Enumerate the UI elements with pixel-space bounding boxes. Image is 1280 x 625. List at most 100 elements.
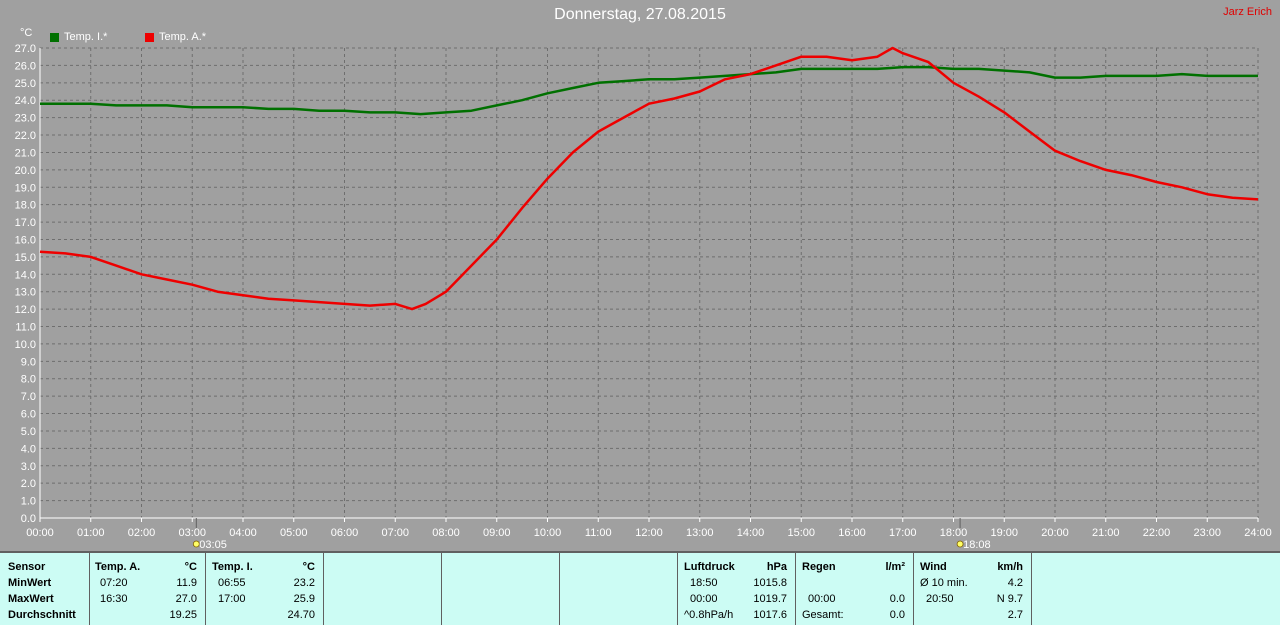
x-tick-label: 14:00	[737, 527, 765, 539]
temp-a-header: Temp. A.	[95, 561, 141, 573]
x-tick-label: 16:00	[838, 527, 866, 539]
temp-i-column: Temp. I. °C 06:55 23.2 17:00 25.9 24.70	[206, 553, 324, 625]
rain-max: 0.0	[889, 593, 905, 605]
pressure-column: Luftdruck hPa 18:50 1015.8 00:00 1019.7 …	[678, 553, 796, 625]
sensor-header: Sensor	[8, 561, 46, 573]
temp-a-avg: 19.25	[169, 609, 197, 621]
y-tick-label: 4.0	[21, 443, 36, 455]
x-tick-label: 13:00	[686, 527, 714, 539]
y-tick-label: 1.0	[21, 496, 36, 508]
sunset-icon	[956, 540, 964, 548]
rain-max-time: 00:00	[808, 593, 836, 605]
pressure-max-time: 00:00	[690, 593, 718, 605]
x-tick-label: 19:00	[990, 527, 1018, 539]
row-label-avg: Durchschnitt	[8, 609, 76, 621]
x-tick-label: 03:00	[178, 527, 206, 539]
y-tick-label: 15.0	[15, 252, 36, 264]
series-line-0	[40, 65, 1258, 116]
pressure-unit: hPa	[766, 561, 787, 573]
rain-total: 0.0	[889, 609, 905, 621]
wind-unit: km/h	[997, 561, 1023, 573]
pressure-trend: ^0.8hPa/h	[684, 609, 734, 621]
temp-i-avg: 24.70	[287, 609, 315, 621]
legend-item-temp-i: Temp. I.*	[50, 31, 107, 43]
y-tick-label: 10.0	[15, 339, 36, 351]
y-tick-label: 13.0	[15, 287, 36, 299]
sunrise-icon	[192, 540, 200, 548]
x-tick-label: 08:00	[432, 527, 460, 539]
temp-a-min-time: 07:20	[100, 577, 128, 589]
x-tick-label: 02:00	[128, 527, 156, 539]
y-tick-label: 26.0	[15, 60, 36, 72]
x-tick-label: 18:00	[940, 527, 968, 539]
legend-label-temp-i: Temp. I.*	[64, 31, 108, 43]
rain-header: Regen	[802, 561, 836, 573]
temp-i-max-time: 17:00	[218, 593, 246, 605]
y-tick-label: 20.0	[15, 165, 36, 177]
y-tick-label: 0.0	[21, 513, 36, 525]
y-tick-label: 25.0	[15, 78, 36, 90]
legend-item-temp-a: Temp. A.*	[145, 31, 206, 43]
temp-a-max-time: 16:30	[100, 593, 128, 605]
y-tick-label: 22.0	[15, 130, 36, 142]
marker-label: 18:08	[963, 539, 991, 551]
y-tick-label: 6.0	[21, 409, 36, 421]
x-tick-label: 06:00	[331, 527, 359, 539]
empty-column-2	[442, 553, 560, 625]
temp-i-min-time: 06:55	[218, 577, 246, 589]
temp-a-min: 11.9	[176, 577, 197, 589]
temp-a-max: 27.0	[175, 593, 197, 605]
x-tick-label: 22:00	[1143, 527, 1171, 539]
y-tick-label: 16.0	[15, 234, 36, 246]
y-tick-label: 7.0	[21, 391, 36, 403]
y-tick-label: 24.0	[15, 95, 36, 107]
x-tick-label: 12:00	[635, 527, 663, 539]
temperature-chart: 0.0 1.0 2.0 3.0 4.0 5.0 6.0 7.0 8.0 9.0 10.0 11.0 12…	[15, 27, 1272, 551]
author-label: Jarz Erich	[1223, 6, 1272, 18]
y-tick-label: 5.0	[21, 426, 36, 438]
pressure-avg: 1017.6	[753, 609, 787, 621]
x-tick-label: 01:00	[77, 527, 105, 539]
y-tick-label: 12.0	[15, 304, 36, 316]
x-tick-label: 21:00	[1092, 527, 1120, 539]
x-tick-label: 00:00	[26, 527, 54, 539]
temp-a-unit: °C	[184, 561, 197, 573]
y-tick-label: 11.0	[15, 322, 36, 334]
empty-column-3	[560, 553, 678, 625]
y-tick-label: 18.0	[15, 200, 36, 212]
chart-title: Donnerstag, 27.08.2015	[554, 6, 726, 23]
temp-i-header: Temp. I.	[212, 561, 253, 573]
x-tick-label: 09:00	[483, 527, 511, 539]
rain-total-label: Gesamt:	[802, 609, 844, 621]
wind-column: Wind km/h Ø 10 min. 4.2 20:50 N 9.7 2.7	[914, 553, 1032, 625]
x-tick-label: 05:00	[280, 527, 308, 539]
pressure-min: 1015.8	[753, 577, 787, 589]
wind-max: N 9.7	[996, 593, 1023, 605]
x-tick-label: 17:00	[889, 527, 917, 539]
rain-column: Regen l/m² 00:00 0.0 Gesamt: 0.0	[796, 553, 914, 625]
x-tick-label: 04:00	[229, 527, 257, 539]
x-tick-label: 15:00	[787, 527, 815, 539]
wind-avg-label: Ø 10 min.	[920, 577, 968, 589]
legend-label-temp-a: Temp. A.*	[159, 31, 207, 43]
x-tick-label: 11:00	[585, 527, 612, 539]
y-tick-label: 23.0	[15, 113, 36, 125]
y-tick-label: 2.0	[21, 478, 36, 490]
y-tick-label: 17.0	[15, 217, 36, 229]
temp-i-max: 25.9	[293, 593, 315, 605]
row-label-min: MinWert	[8, 577, 52, 589]
y-tick-label: 14.0	[15, 269, 36, 281]
x-tick-label: 20:00	[1041, 527, 1069, 539]
legend-swatch-temp-i	[50, 32, 59, 42]
y-tick-label: 21.0	[15, 147, 36, 159]
y-tick-label: 3.0	[21, 461, 36, 473]
wind-header: Wind	[920, 561, 947, 573]
wind-mean: 2.7	[1007, 609, 1023, 621]
y-tick-label: 19.0	[15, 182, 36, 194]
empty-column-1	[324, 553, 442, 625]
sensor-column: Sensor MinWert MaxWert Durchschnitt	[0, 553, 90, 625]
y-unit-label: °C	[20, 27, 32, 39]
x-tick-label: 07:00	[381, 527, 409, 539]
pressure-max: 1019.7	[753, 593, 787, 605]
x-tick-label: 10:00	[534, 527, 562, 539]
